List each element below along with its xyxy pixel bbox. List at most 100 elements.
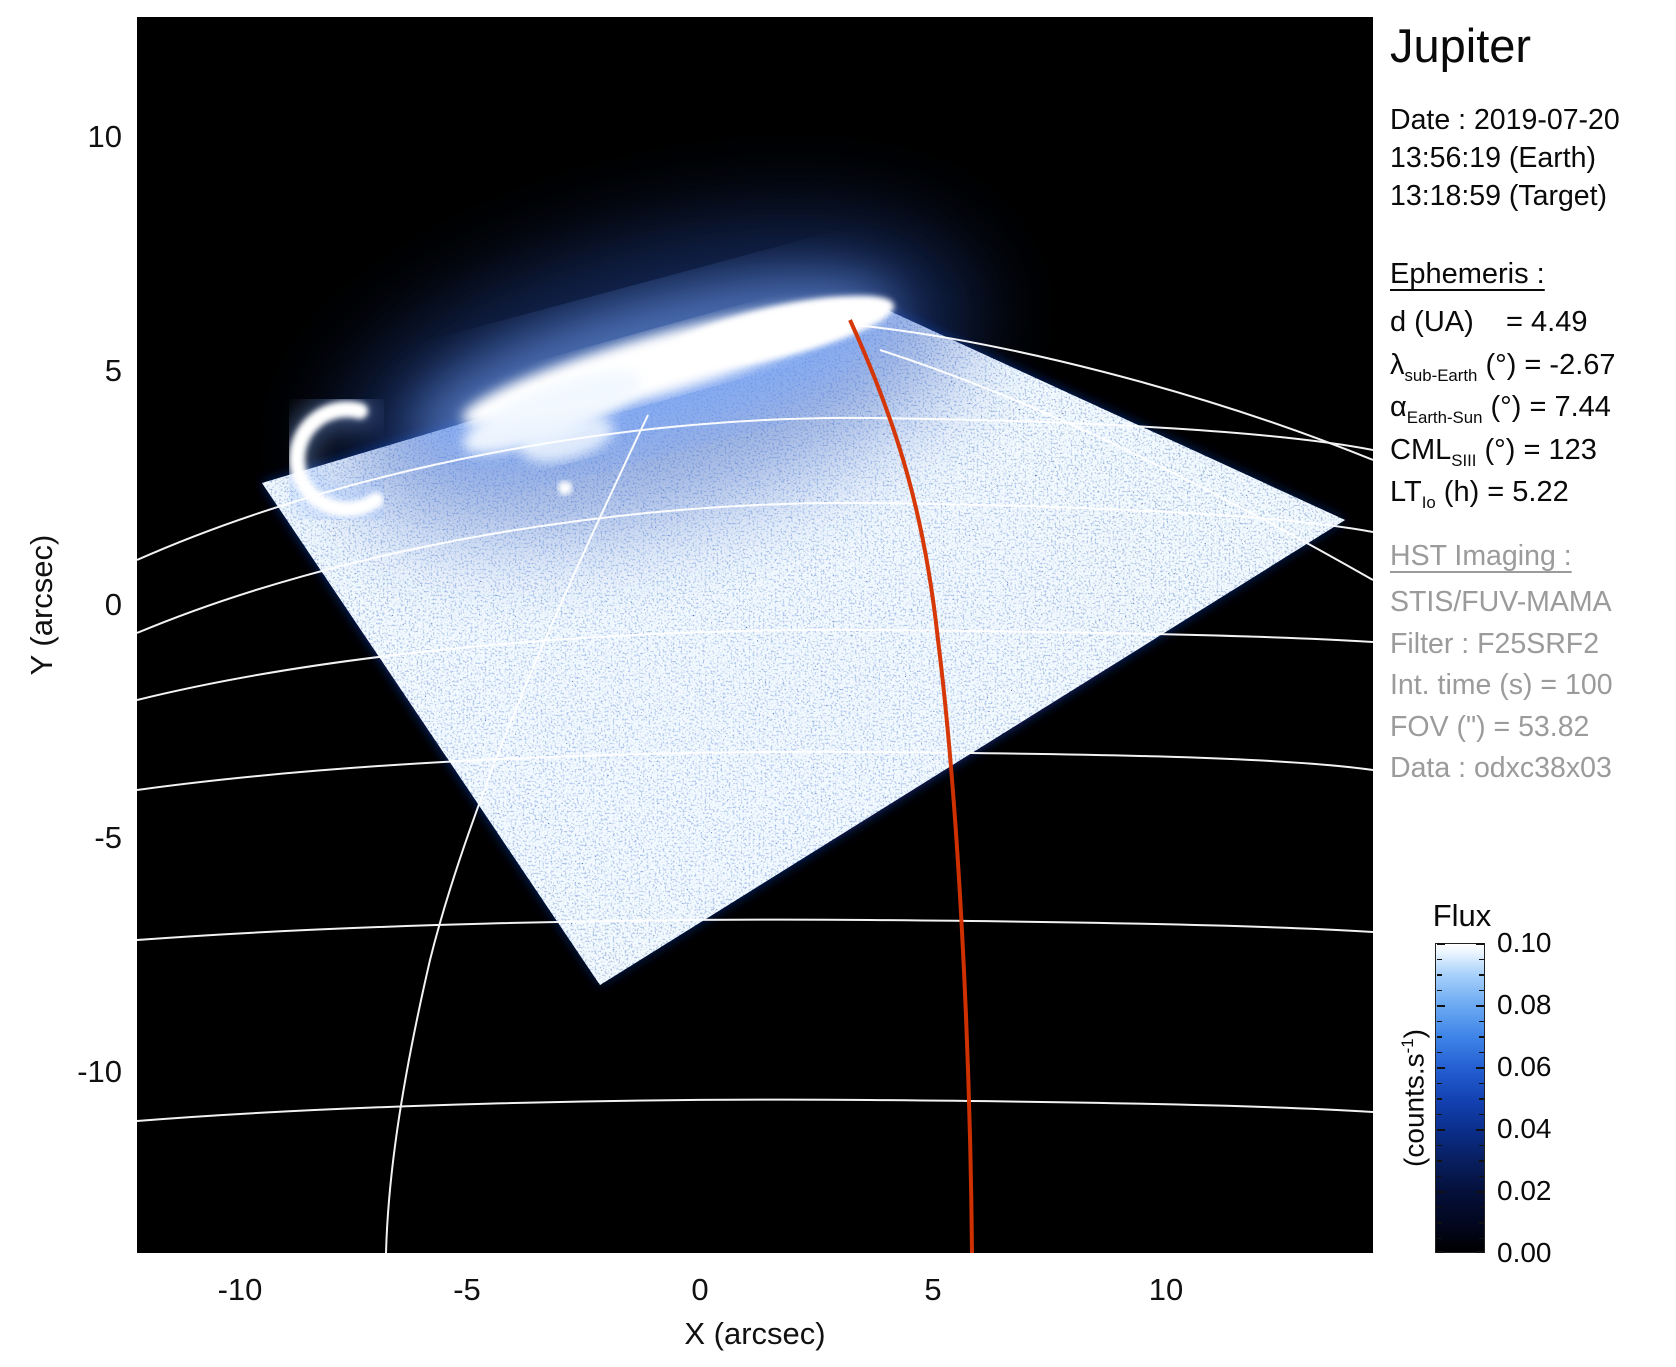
y-axis-label: Y (arcsec) [24,534,59,676]
y-tick-label: 0 [104,587,122,622]
x-axis-label: X (arcsec) [684,1316,826,1351]
latitude-arc-3 [137,628,1373,701]
image-plot-area [137,17,1373,1253]
colorbar-tickmark [1475,1005,1484,1007]
hst-imaging-heading: HST Imaging : [1390,540,1572,572]
colorbar-tickmark [1478,1113,1484,1116]
hst-fov: FOV (") = 53.82 [1390,710,1590,743]
colorbar-unit-label: (counts.s-1) [1398,1029,1430,1167]
meridian-line-red [848,319,974,1253]
colorbar-title: Flux [1432,898,1492,933]
colorbar-tickmark [1478,1036,1484,1038]
colorbar-tickmark [1478,1160,1484,1162]
colorbar-tickmark [1436,1082,1442,1085]
colorbar-tickmark [1436,1098,1442,1100]
hst-int-time: Int. time (s) = 100 [1390,669,1613,701]
colorbar-tickmark [1475,1191,1484,1193]
colorbar-tickmark [1478,1175,1484,1178]
colorbar-tickmark [1436,1251,1445,1253]
aurora-spot [558,481,572,495]
colorbar-tickmark [1436,1222,1442,1224]
colorbar-tickmark [1478,1144,1484,1147]
hst-filter: Filter : F25SRF2 [1390,627,1600,660]
colorbar-tickmark [1475,1067,1484,1069]
latitude-arc-2 [137,501,1373,634]
colorbar-tickmark [1478,1082,1484,1085]
meridian-arc-east [879,349,1373,581]
colorbar-tickmark [1478,1051,1484,1054]
x-tick-label: -10 [217,1272,263,1307]
colorbar-tickmark [1478,1222,1484,1224]
ephemeris-row-alpha: αEarth-Sun (°) = 7.44 [1390,391,1611,427]
hst-instrument: STIS/FUV-MAMA [1390,586,1612,618]
colorbar-tickmark [1436,974,1442,976]
colorbar-tickmark [1436,1036,1442,1038]
colorbar [1435,943,1485,1253]
y-tick-label: 10 [87,119,122,154]
meridian-arc-center [385,414,649,1253]
ephemeris-row-cml: CMLSIII (°) = 123 [1390,433,1597,470]
colorbar-tickmark [1436,1175,1442,1178]
colorbar-tickmark [1475,943,1484,945]
colorbar-tickmark [1436,1020,1442,1023]
colorbar-tickmark [1436,1191,1445,1193]
colorbar-tickmark [1436,943,1445,945]
x-tick-label: 10 [1148,1272,1184,1307]
ephemeris-heading: Ephemeris : [1390,258,1545,290]
colorbar-tick: 0.00 [1497,1237,1552,1268]
colorbar-tickmark [1478,958,1484,961]
colorbar-tickmark [1436,1160,1442,1162]
x-tick-label: 0 [691,1272,709,1307]
auroral-emission [281,217,978,605]
x-tick-label: 5 [924,1272,942,1307]
y-tick-label: -5 [94,820,122,855]
colorbar-tickmark [1478,1020,1484,1023]
colorbar-tickmark [1478,974,1484,976]
ephemeris-row-lt-io: LTIo (h) = 5.22 [1390,476,1569,512]
colorbar-tickmark [1436,1129,1445,1131]
jupiter-fuv-image [137,17,1373,1253]
colorbar-tickmark [1436,1237,1442,1240]
figure-title: Jupiter [1390,19,1532,72]
colorbar-tickmark [1478,989,1484,992]
colorbar-tickmark [1436,1067,1445,1069]
colorbar-tick: 0.06 [1497,1051,1552,1082]
latitude-arc-1 [137,416,1373,561]
colorbar-tickmark [1436,989,1442,992]
graticule [137,324,1373,1253]
colorbar-tickmark [1436,1051,1442,1054]
colorbar-tick: 0.02 [1497,1175,1552,1206]
colorbar-tickmark [1436,1206,1442,1209]
y-tick-label: 5 [104,353,122,388]
ephemeris-list: d (UA) = 4.49 λsub-Earth (°) = -2.67 αEa… [1390,301,1616,514]
colorbar-tick: 0.08 [1497,989,1552,1020]
observation-datetime: Date : 2019-07-20 13:56:19 (Earth) 13:18… [1390,101,1620,215]
colorbar-tick: 0.10 [1497,927,1552,958]
colorbar-tickmark [1436,958,1442,961]
colorbar-tickmark [1478,1098,1484,1100]
x-tick-label: -5 [453,1272,481,1307]
ephemeris-row-distance: d (UA) = 4.49 [1390,306,1588,338]
aurora-crescent [289,401,384,518]
target-time: 13:18:59 (Target) [1390,180,1608,212]
colorbar-tickmark [1478,1237,1484,1240]
latitude-arc-5 [137,918,1373,941]
latitude-arc-6 [137,1098,1373,1122]
earth-time: 13:56:19 (Earth) [1390,142,1596,174]
latitude-arc-4 [137,750,1373,791]
colorbar-tickmark [1475,1251,1484,1253]
colorbar-tickmark [1436,1144,1442,1147]
ephemeris-row-lambda: λsub-Earth (°) = -2.67 [1390,348,1616,385]
limb-arc [854,324,1373,461]
colorbar-tickmark [1475,1129,1484,1131]
hst-imaging-list: STIS/FUV-MAMA Filter : F25SRF2 Int. time… [1390,582,1613,790]
colorbar-tickmark [1436,1005,1445,1007]
colorbar-tickmark [1436,1113,1442,1116]
y-tick-label: -10 [77,1054,122,1089]
colorbar-tick: 0.04 [1497,1113,1552,1144]
hst-data-id: Data : odxc38x03 [1390,752,1612,784]
colorbar-tickmark [1478,1206,1484,1209]
aurora-spot-faint [565,595,575,605]
date-line: Date : 2019-07-20 [1390,104,1620,136]
